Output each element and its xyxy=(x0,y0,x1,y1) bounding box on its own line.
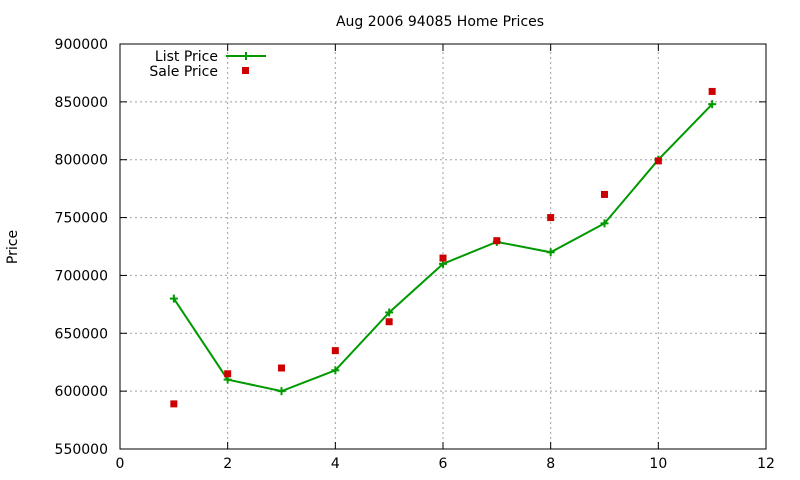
data-point-sale-price xyxy=(385,318,393,326)
x-tick-label: 8 xyxy=(546,456,555,472)
y-tick-label: 900000 xyxy=(55,37,108,53)
series-sale-price xyxy=(170,87,716,408)
data-point-list-price xyxy=(546,248,555,257)
data-point-sale-price xyxy=(654,157,662,165)
data-point-sale-price xyxy=(708,87,716,95)
x-tick-label: 10 xyxy=(649,456,667,472)
data-point-sale-price xyxy=(601,190,608,198)
x-tick-label: 0 xyxy=(116,456,125,472)
y-tick-label: 600000 xyxy=(55,384,108,400)
data-point-sale-price xyxy=(224,370,232,378)
data-point-list-price xyxy=(331,366,340,375)
data-point-list-price xyxy=(708,100,717,109)
legend-marker-list-price xyxy=(242,52,250,60)
data-point-sale-price xyxy=(170,400,178,408)
data-point-sale-price xyxy=(278,364,285,372)
y-tick-label: 850000 xyxy=(55,95,108,111)
y-tick-label: 650000 xyxy=(55,326,108,342)
data-point-list-price xyxy=(385,308,394,317)
data-point-list-price xyxy=(169,294,178,303)
chart-title: Aug 2006 94085 Home Prices xyxy=(336,14,544,30)
y-axis-label: Price xyxy=(5,230,21,264)
y-tick-labels: 550000 600000 650000 700000 750000 800000 8500… xyxy=(55,37,108,458)
legend-marker-sale-price xyxy=(242,67,249,74)
data-point-sale-price xyxy=(439,254,447,262)
legend-label-list-price: List Price xyxy=(155,49,218,65)
data-point-list-price xyxy=(277,387,286,396)
x-tick-label: 2 xyxy=(223,456,232,472)
legend-label-sale-price: Sale Price xyxy=(149,64,218,80)
data-point-sale-price xyxy=(331,347,339,355)
x-tick-label: 6 xyxy=(439,456,448,472)
x-tick-labels: 0 2 4 6 8 10 12 xyxy=(116,456,775,472)
data-point-sale-price xyxy=(493,237,501,245)
y-tick-label: 800000 xyxy=(55,153,108,169)
x-tick-label: 12 xyxy=(757,456,775,472)
series xyxy=(169,87,717,408)
ticks xyxy=(119,43,767,450)
y-tick-label: 550000 xyxy=(55,442,108,458)
legend: List Price Sale Price xyxy=(149,49,266,80)
y-tick-label: 750000 xyxy=(55,211,108,227)
y-tick-label: 700000 xyxy=(55,268,108,284)
data-point-sale-price xyxy=(547,214,555,222)
data-point-list-price xyxy=(600,219,609,228)
gridlines xyxy=(120,44,766,449)
x-tick-label: 4 xyxy=(331,456,340,472)
